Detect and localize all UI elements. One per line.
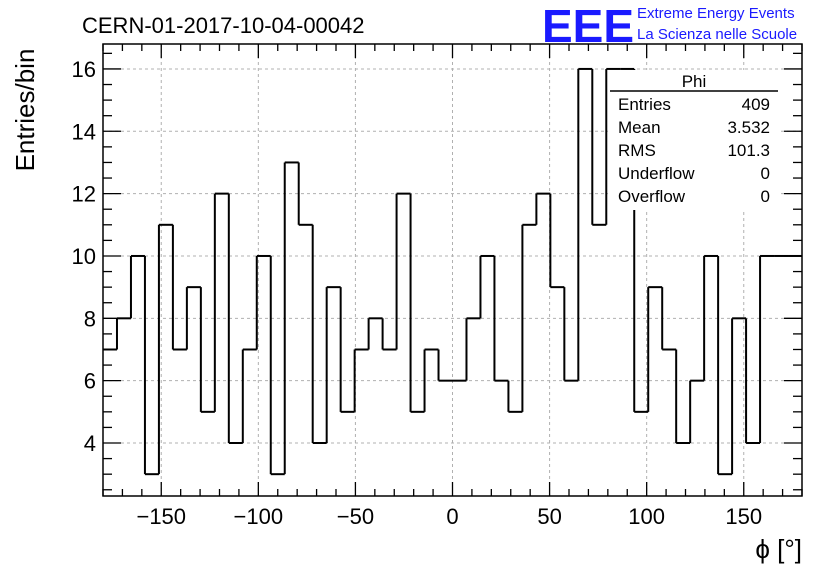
chart-title: CERN-01-2017-10-04-00042	[82, 13, 365, 38]
y-tick-label: 16	[72, 57, 96, 82]
histogram-bin	[157, 223, 173, 475]
x-tick-label: −50	[337, 504, 374, 529]
histogram-bin	[115, 317, 131, 350]
x-tick-label: 50	[537, 504, 561, 529]
histogram-bin	[255, 254, 271, 350]
stats-row-value: 101.3	[727, 141, 770, 160]
histogram-bin	[325, 286, 341, 444]
histogram-bin	[591, 68, 607, 226]
histogram-bin	[297, 162, 313, 226]
x-tick-label: 100	[628, 504, 665, 529]
y-tick-label: 14	[72, 119, 96, 144]
histogram-bin	[717, 255, 733, 476]
histogram-bin	[129, 254, 145, 319]
histogram-bin	[185, 286, 201, 350]
histogram-bin	[171, 224, 187, 351]
histogram-bin	[703, 254, 719, 381]
x-tick-label: 0	[446, 504, 458, 529]
stats-row-label: Entries	[618, 95, 671, 114]
histogram-bin	[409, 193, 425, 413]
stats-row-value: 409	[742, 95, 770, 114]
logo-line-2: La Scienza nelle Scuole	[637, 26, 797, 43]
histogram-bin	[241, 348, 257, 444]
axis-ticks	[102, 44, 803, 496]
x-tick-label: −150	[136, 504, 186, 529]
y-tick-label: 10	[72, 244, 96, 269]
histogram-bin	[605, 67, 621, 225]
y-tick-label: 12	[72, 182, 96, 207]
histogram-bin	[269, 255, 285, 476]
histogram-bin	[577, 67, 593, 381]
histogram-bin	[507, 380, 523, 413]
histogram-bin	[381, 318, 397, 351]
histogram-bin	[479, 254, 495, 319]
histogram-bin	[731, 317, 747, 475]
histogram-bin	[283, 161, 299, 475]
x-axis-title: ϕ [°]	[755, 534, 802, 564]
histogram-bin	[745, 318, 761, 445]
histogram-bin	[689, 379, 705, 444]
stats-row-label: Overflow	[618, 187, 686, 206]
y-tick-labels: 4 6 8 10 12 14 16	[72, 57, 96, 456]
histogram-bin	[367, 317, 383, 350]
histogram-bin	[395, 192, 411, 350]
histogram-bin	[213, 192, 229, 412]
histogram-bin	[199, 287, 215, 413]
histogram-bin	[437, 349, 453, 382]
y-tick-label: 6	[84, 369, 96, 394]
histogram-bin	[423, 348, 439, 412]
histogram-bin	[521, 223, 537, 412]
eee-logo: EEE Extreme Energy Events La Scienza nel…	[542, 0, 797, 52]
histogram-bin	[493, 255, 509, 382]
stats-row-value: 0	[761, 187, 770, 206]
x-tick-label: 150	[725, 504, 762, 529]
histogram-bin	[227, 193, 243, 445]
y-tick-label: 8	[84, 306, 96, 331]
logo-line-1: Extreme Energy Events	[637, 5, 795, 22]
histogram-bin	[353, 348, 369, 412]
stats-box-background	[608, 70, 780, 210]
stats-title: Phi	[682, 72, 707, 91]
y-tick-label: 4	[84, 431, 96, 456]
stats-row-label: RMS	[618, 141, 656, 160]
histogram-bin	[661, 287, 677, 351]
logo-mark: EEE	[542, 0, 634, 52]
histogram-bin	[549, 193, 565, 289]
stats-row-label: Mean	[618, 118, 661, 137]
histogram-bin	[535, 192, 551, 225]
stats-box: Phi Entries 409 Mean 3.532 RMS 101.3 Underflow…	[608, 70, 780, 210]
x-tick-labels: −150 −100 −50 0 50 100 150	[136, 504, 762, 529]
histogram-bin	[311, 224, 327, 445]
x-tick-label: −100	[234, 504, 284, 529]
histogram-bin	[675, 349, 691, 445]
histogram-bin	[759, 254, 775, 444]
histogram-bin	[143, 255, 159, 476]
y-axis-title: Entries/bin	[10, 49, 40, 172]
histogram-bars	[103, 67, 802, 476]
stats-row-value: 0	[761, 164, 770, 183]
histogram-bin	[339, 287, 355, 413]
stats-row-label: Underflow	[618, 164, 695, 183]
histogram-bin	[647, 286, 663, 412]
stats-row-value: 3.532	[727, 118, 770, 137]
histogram-bin	[465, 317, 481, 381]
histogram-bin	[563, 287, 579, 382]
